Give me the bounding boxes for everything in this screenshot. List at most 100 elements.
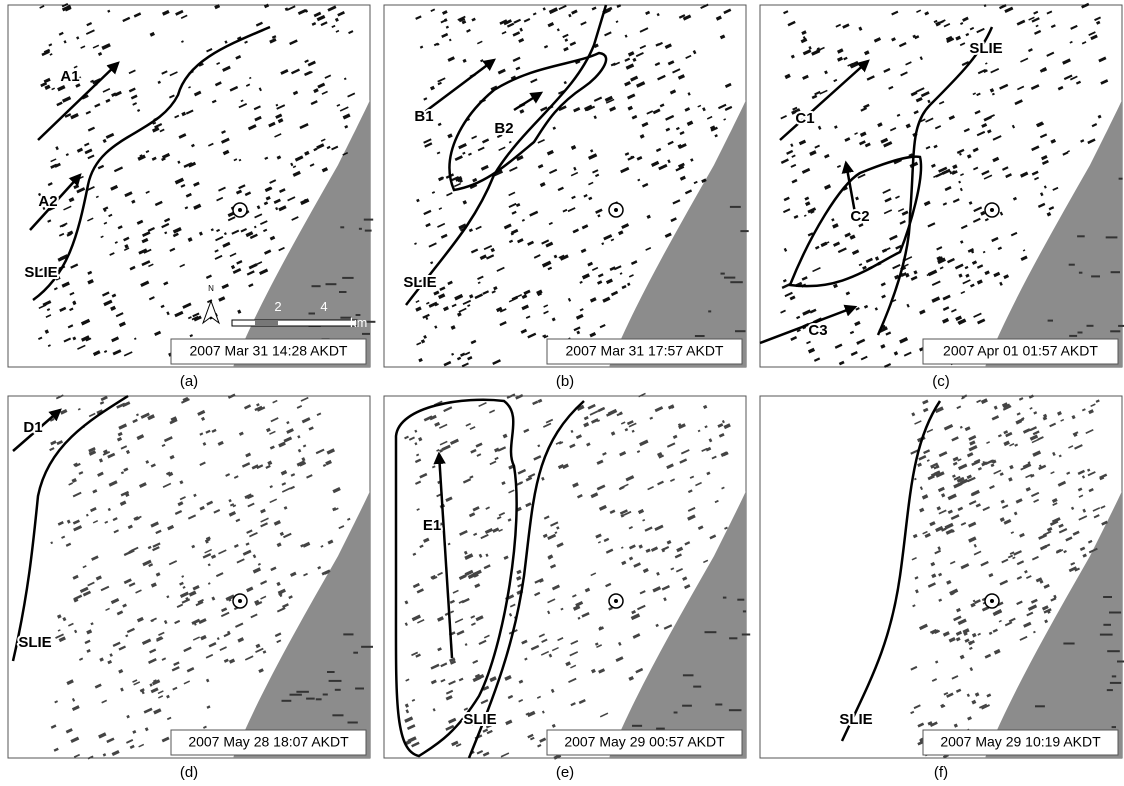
land-feature	[1100, 634, 1113, 636]
feature-label: SLIE	[969, 40, 1002, 57]
site-dot	[990, 599, 994, 603]
scale-tick-label: 1	[251, 299, 258, 314]
site-dot	[238, 599, 242, 603]
land-feature	[1103, 596, 1112, 598]
land-feature	[708, 310, 711, 312]
land-feature	[693, 686, 701, 688]
land-feature	[723, 597, 727, 599]
map-panel: C1C2C3SLIE2007 Apr 01 01:57 AKDT	[760, 3, 1124, 368]
feature-label: SLIE	[18, 634, 51, 651]
map-panel: E1SLIE2007 May 29 00:57 AKDT	[384, 393, 750, 760]
timestamp: 2007 Mar 31 17:57 AKDT	[566, 343, 724, 359]
land-feature	[362, 333, 370, 335]
panel-caption: (c)	[932, 373, 950, 390]
land-feature	[1077, 235, 1085, 237]
land-feature	[1091, 275, 1100, 277]
land-feature	[724, 277, 735, 279]
land-feature	[1118, 325, 1124, 327]
land-feature	[290, 694, 302, 696]
land-feature	[1110, 682, 1121, 684]
land-feature	[740, 230, 748, 232]
land-feature	[306, 698, 315, 700]
land-feature	[721, 273, 725, 275]
land-feature	[1078, 332, 1083, 334]
land-feature	[730, 281, 743, 283]
feature-label: D1	[23, 419, 42, 436]
land-feature	[343, 633, 353, 635]
feature-label: B2	[494, 120, 513, 137]
land-feature	[1119, 178, 1123, 180]
timestamp: 2007 Mar 31 14:28 AKDT	[190, 343, 348, 359]
land-feature	[656, 728, 665, 730]
timestamp: 2007 May 29 00:57 AKDT	[564, 734, 725, 750]
land-feature	[340, 226, 344, 228]
land-feature	[1117, 661, 1124, 663]
feature-label: C1	[795, 110, 814, 127]
scale-tick-label: 4	[320, 299, 327, 314]
site-dot	[614, 599, 618, 603]
land-feature	[366, 321, 375, 323]
panel-caption: (b)	[556, 373, 574, 390]
timestamp: 2007 May 28 18:07 AKDT	[188, 734, 349, 750]
land-feature	[365, 230, 372, 232]
land-feature	[1112, 726, 1116, 728]
timestamp: 2007 Apr 01 01:57 AKDT	[943, 343, 1098, 359]
land-feature	[632, 725, 642, 727]
land-feature	[737, 599, 744, 601]
land-feature	[282, 700, 292, 702]
land-feature	[1069, 264, 1075, 266]
land-feature	[735, 330, 746, 332]
land-feature	[1069, 335, 1077, 337]
land-feature	[695, 335, 705, 337]
land-feature	[1087, 325, 1094, 327]
feature-label: SLIE	[839, 711, 872, 728]
feature-label: SLIE	[24, 264, 57, 281]
panel-caption: (f)	[934, 764, 948, 781]
scale-tick-label: 0	[228, 299, 235, 314]
site-dot	[990, 208, 994, 212]
land-feature	[329, 680, 342, 682]
site-dot	[238, 208, 242, 212]
land-feature	[323, 694, 328, 696]
land-feature	[1110, 330, 1120, 332]
land-feature	[326, 283, 337, 285]
land-feature	[715, 704, 722, 706]
feature-label: SLIE	[403, 274, 436, 291]
land-feature	[355, 688, 364, 690]
land-feature	[674, 712, 678, 714]
map-panel: SLIE 2007 May 29 10:19 AKDT	[760, 394, 1124, 758]
land-feature	[683, 674, 694, 676]
land-feature	[1107, 689, 1113, 691]
scale-unit: km	[350, 315, 367, 330]
panel-caption: (e)	[556, 764, 574, 781]
land-feature	[729, 709, 742, 711]
land-feature	[1035, 705, 1045, 707]
land-feature	[1109, 612, 1121, 614]
land-feature	[705, 631, 717, 633]
land-feature	[327, 671, 335, 673]
feature-label: B1	[414, 108, 433, 125]
land-feature	[332, 714, 343, 716]
map-panel: D1 SLIE 2007 May 28 18:07 AKDT	[8, 394, 373, 760]
map-panel: B1 B2 SLIE 2007 Mar 31 17:57 AKDT	[384, 4, 749, 368]
land-feature	[339, 291, 347, 293]
panel-caption: (d)	[180, 764, 198, 781]
map-panel: A1A2SLIE2007 Mar 31 14:28 AKDTN0124km	[8, 3, 375, 367]
north-label: N	[208, 284, 214, 293]
land-feature	[359, 228, 362, 230]
land-feature	[353, 652, 358, 654]
feature-label: A1	[60, 68, 79, 85]
site-dot	[614, 208, 618, 212]
land-feature	[1079, 272, 1083, 274]
timestamp: 2007 May 29 10:19 AKDT	[940, 734, 1101, 750]
land-feature	[1112, 675, 1116, 677]
land-feature	[296, 691, 309, 693]
feature-label: C2	[850, 208, 869, 225]
land-feature	[743, 610, 746, 612]
land-feature	[729, 637, 737, 639]
land-feature	[312, 285, 321, 287]
panel-caption: (a)	[180, 373, 198, 390]
feature-label: E1	[423, 517, 441, 534]
land-feature	[361, 646, 373, 648]
scale-bar-seg	[255, 320, 278, 326]
